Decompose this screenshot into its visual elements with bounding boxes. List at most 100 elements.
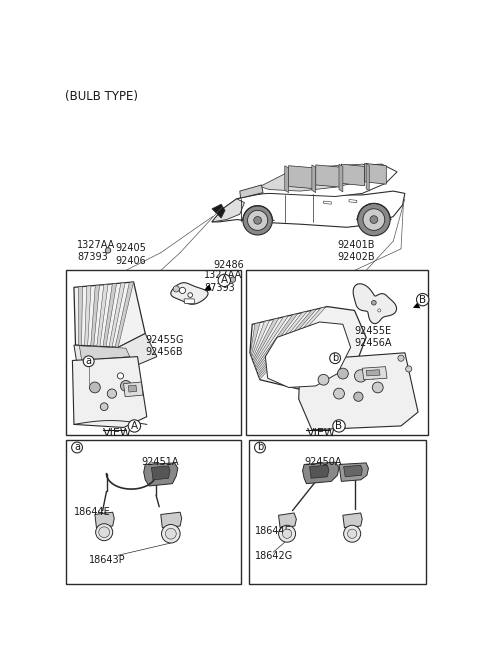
Polygon shape [128, 385, 137, 392]
Circle shape [180, 287, 186, 293]
Polygon shape [339, 164, 343, 192]
Text: 18643P: 18643P [89, 555, 126, 565]
Polygon shape [250, 322, 260, 355]
Circle shape [120, 381, 132, 391]
Polygon shape [78, 287, 83, 346]
Polygon shape [344, 465, 362, 477]
Text: (BULB TYPE): (BULB TYPE) [65, 90, 138, 103]
Circle shape [188, 293, 192, 297]
Circle shape [254, 216, 262, 224]
Text: 18644E: 18644E [255, 526, 292, 536]
Circle shape [337, 368, 348, 379]
Text: b: b [332, 354, 338, 363]
Text: 92405
92406: 92405 92406 [116, 244, 147, 266]
Polygon shape [250, 307, 366, 391]
Polygon shape [265, 322, 350, 387]
Polygon shape [258, 309, 317, 376]
Polygon shape [324, 201, 331, 204]
Polygon shape [184, 299, 195, 303]
Circle shape [99, 527, 109, 538]
Circle shape [105, 248, 111, 253]
Polygon shape [353, 284, 396, 324]
Text: 18642G: 18642G [255, 551, 294, 561]
Circle shape [282, 529, 292, 538]
Text: 1327AA
87393: 1327AA 87393 [77, 240, 115, 262]
Circle shape [89, 382, 100, 393]
Polygon shape [253, 318, 279, 362]
Circle shape [243, 206, 272, 235]
Circle shape [100, 403, 108, 410]
Circle shape [254, 442, 265, 453]
Circle shape [417, 293, 429, 306]
Polygon shape [84, 286, 91, 346]
Polygon shape [255, 314, 298, 369]
Polygon shape [97, 284, 108, 346]
Polygon shape [171, 283, 208, 305]
Polygon shape [74, 334, 157, 368]
Polygon shape [366, 164, 369, 191]
Polygon shape [212, 199, 244, 222]
Text: 92455G
92456B: 92455G 92456B [145, 335, 184, 357]
Text: A: A [221, 275, 228, 285]
Text: 92486: 92486 [214, 260, 244, 269]
Text: 92455E
92456A: 92455E 92456A [355, 326, 392, 348]
Circle shape [117, 373, 123, 379]
Circle shape [406, 366, 412, 372]
Polygon shape [79, 346, 130, 361]
Polygon shape [256, 311, 307, 373]
Circle shape [173, 286, 180, 292]
Polygon shape [123, 382, 143, 397]
Circle shape [363, 209, 385, 230]
Polygon shape [109, 283, 125, 347]
Circle shape [344, 525, 360, 542]
Circle shape [378, 309, 381, 312]
Polygon shape [343, 513, 362, 528]
Polygon shape [365, 164, 386, 184]
Polygon shape [259, 307, 326, 379]
Circle shape [334, 388, 345, 399]
Bar [249, 440, 426, 584]
Text: A: A [131, 421, 138, 431]
Polygon shape [341, 164, 365, 186]
Circle shape [128, 420, 141, 432]
Polygon shape [260, 164, 385, 191]
Polygon shape [302, 462, 339, 484]
Polygon shape [74, 282, 145, 348]
Polygon shape [161, 512, 181, 528]
Text: a: a [85, 356, 92, 366]
Polygon shape [312, 165, 316, 193]
Circle shape [230, 277, 236, 282]
Text: 1327AA
87393: 1327AA 87393 [204, 270, 242, 293]
Polygon shape [288, 166, 316, 189]
Polygon shape [240, 185, 263, 198]
Circle shape [372, 382, 383, 393]
Polygon shape [152, 466, 170, 480]
Circle shape [107, 389, 117, 399]
Circle shape [358, 203, 390, 236]
Polygon shape [240, 164, 397, 198]
Circle shape [278, 525, 296, 542]
Circle shape [248, 211, 268, 230]
Text: VIEW: VIEW [306, 428, 336, 438]
Polygon shape [254, 316, 288, 366]
Circle shape [330, 353, 340, 363]
Polygon shape [212, 204, 225, 218]
Circle shape [166, 528, 176, 539]
Circle shape [355, 370, 367, 382]
Circle shape [96, 524, 113, 541]
Text: B: B [336, 421, 343, 431]
Circle shape [348, 529, 357, 538]
Polygon shape [299, 353, 418, 430]
Polygon shape [144, 463, 178, 486]
Polygon shape [349, 199, 357, 203]
Text: a: a [74, 442, 80, 453]
Circle shape [333, 420, 345, 432]
Polygon shape [339, 463, 369, 481]
Circle shape [162, 524, 180, 543]
Polygon shape [362, 367, 387, 380]
Polygon shape [310, 465, 329, 479]
Text: 92450A: 92450A [304, 457, 342, 467]
Polygon shape [212, 191, 405, 227]
Circle shape [72, 442, 83, 453]
Bar [246, 270, 428, 435]
